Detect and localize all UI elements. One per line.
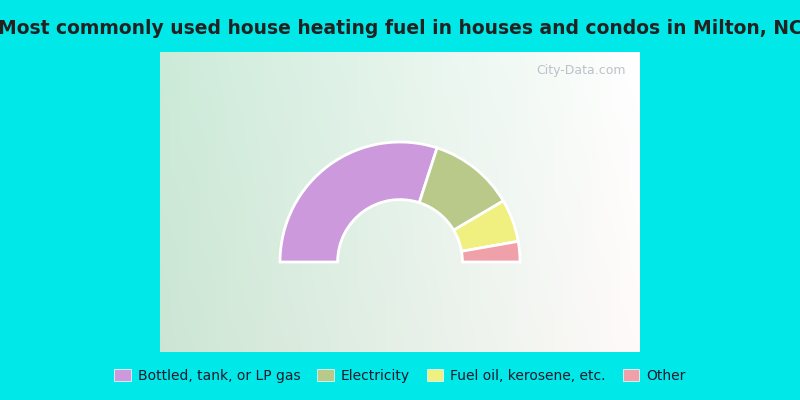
Wedge shape xyxy=(462,241,520,262)
Wedge shape xyxy=(454,201,518,251)
Text: City-Data.com: City-Data.com xyxy=(536,64,626,77)
Wedge shape xyxy=(419,148,503,230)
Legend: Bottled, tank, or LP gas, Electricity, Fuel oil, kerosene, etc., Other: Bottled, tank, or LP gas, Electricity, F… xyxy=(114,369,686,383)
Wedge shape xyxy=(280,142,437,262)
Text: Most commonly used house heating fuel in houses and condos in Milton, NC: Most commonly used house heating fuel in… xyxy=(0,19,800,38)
